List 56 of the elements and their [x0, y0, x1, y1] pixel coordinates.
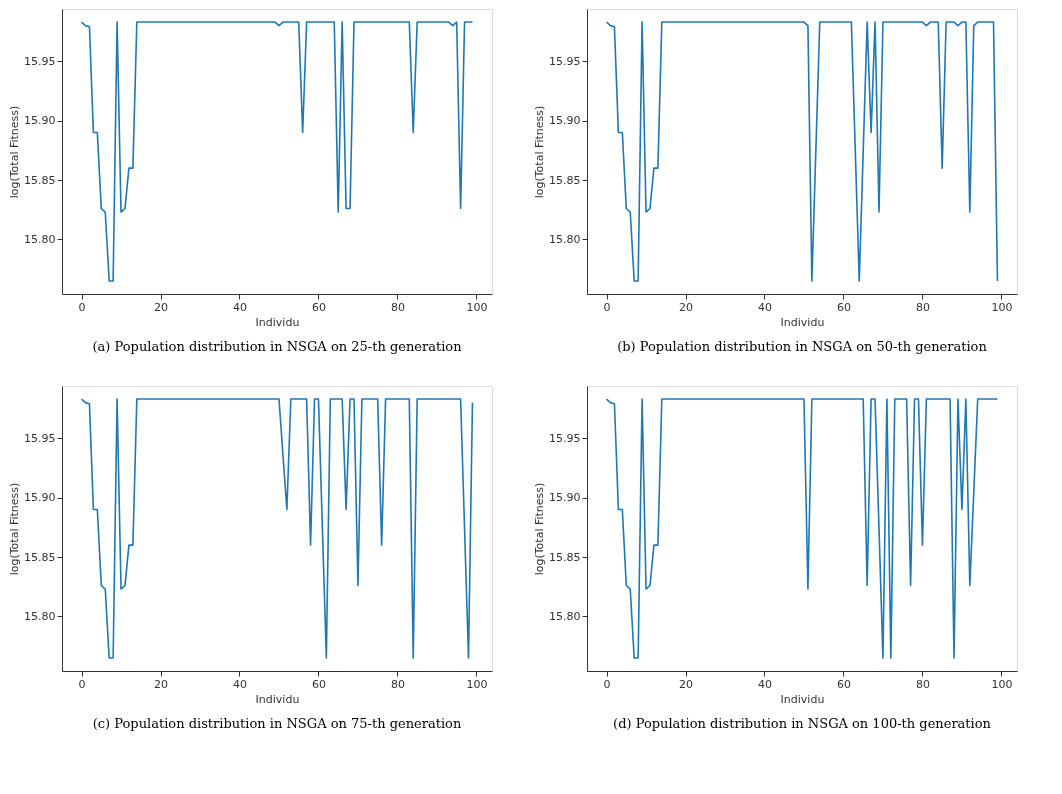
y-tick-label: 15.80 — [24, 609, 56, 623]
x-tick-label: 100 — [991, 677, 1013, 691]
y-tick-label: 15.85 — [549, 173, 581, 187]
line-series — [605, 21, 999, 282]
y-tick-label: 15.90 — [549, 491, 581, 505]
x-tick-label: 60 — [311, 677, 326, 691]
y-tick-label: 15.90 — [24, 114, 56, 128]
y-axis-title: log(Total Fitness) — [8, 105, 22, 199]
y-axis-title: log(Total Fitness) — [8, 482, 22, 576]
x-tick-label: 40 — [757, 677, 772, 691]
line-series — [80, 21, 474, 282]
y-axis-title: log(Total Fitness) — [533, 105, 547, 199]
x-tick-label: 100 — [466, 677, 488, 691]
x-tick-label: 100 — [466, 300, 488, 314]
x-axis-title: Individu — [255, 315, 300, 329]
text: (c) Population distribution in NSGA on 75-th generation — [92, 716, 462, 731]
x-tick-label: 40 — [757, 300, 772, 314]
y-tick-label: 15.95 — [24, 54, 56, 68]
x-tick-label: 60 — [836, 300, 851, 314]
x-tick-label: 40 — [232, 677, 247, 691]
x-tick-label: 20 — [154, 300, 169, 314]
x-tick-label: 20 — [679, 300, 694, 314]
x-tick-label: 20 — [679, 677, 694, 691]
text: (b) Population distribution in NSGA on 50-th generation — [617, 339, 988, 354]
y-tick-label: 15.95 — [24, 431, 56, 445]
x-tick-label: 60 — [836, 677, 851, 691]
y-tick-label: 15.90 — [24, 491, 56, 505]
x-tick-label: 80 — [915, 300, 930, 314]
y-tick-label: 15.95 — [549, 431, 581, 445]
x-tick-label: 80 — [915, 677, 930, 691]
x-tick-label: 20 — [154, 677, 169, 691]
y-tick-label: 15.80 — [549, 609, 581, 623]
y-tick-label: 15.85 — [549, 550, 581, 564]
x-tick-label: 80 — [390, 300, 405, 314]
line-series — [605, 398, 999, 659]
x-tick-label: 0 — [603, 677, 611, 691]
y-tick-label: 15.80 — [24, 232, 56, 246]
x-axis-title: Individu — [780, 315, 825, 329]
y-tick-label: 15.85 — [24, 550, 56, 564]
y-tick-label: 15.85 — [24, 173, 56, 187]
x-tick-label: 0 — [78, 677, 86, 691]
line-series — [80, 398, 474, 659]
x-tick-label: 80 — [390, 677, 405, 691]
x-tick-label: 40 — [232, 300, 247, 314]
x-tick-label: 100 — [991, 300, 1013, 314]
text: (a) Population distribution in NSGA on 25-th generation — [92, 339, 463, 354]
x-tick-label: 60 — [311, 300, 326, 314]
y-tick-label: 15.90 — [549, 114, 581, 128]
text: (d) Population distribution in NSGA on 100-th generation — [613, 716, 992, 731]
y-axis-title: log(Total Fitness) — [533, 482, 547, 576]
x-tick-label: 0 — [603, 300, 611, 314]
y-tick-label: 15.80 — [549, 232, 581, 246]
x-axis-title: Individu — [780, 692, 825, 706]
y-tick-label: 15.95 — [549, 54, 581, 68]
x-axis-title: Individu — [255, 692, 300, 706]
x-tick-label: 0 — [78, 300, 86, 314]
